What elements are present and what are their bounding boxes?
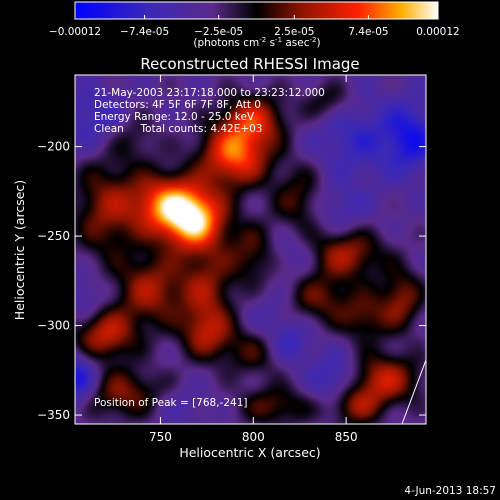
colorbar-tick-label: −7.4e-05 [120,26,169,38]
y-tick-label: −350 [37,408,70,422]
colorbar-tick-label: 7.4e-05 [348,26,388,38]
y-tick-label: −300 [37,319,70,333]
chart-title: Reconstructed RHESSI Image [140,55,359,73]
x-axis-label: Heliocentric X (arcsec) [179,445,320,460]
colorbar [74,1,439,20]
y-tick-label: −250 [37,229,70,243]
x-tick-label: 750 [149,430,172,444]
y-axis-ticks: −200 −250 −300 −350 [37,140,426,422]
annotation-detectors: Detectors: 4F 5F 6F 7F 8F, Att 0 [94,99,261,111]
x-tick-label: 800 [242,430,265,444]
annotation-block: 21-May-2003 23:17:18.000 to 23:23:12.000… [94,87,325,135]
heatmap-image [75,75,426,424]
plot-frame [74,74,427,425]
y-axis-label: Heliocentric Y (arcsec) [12,180,27,320]
colorbar-ticks: −0.00012 −7.4e-05 −2.5e-05 2.5e-05 7.4e-05 0.… [49,15,460,38]
colorbar-tick-label: −2.5e-05 [194,26,243,38]
peak-position-label: Position of Peak = [768,-241] [94,397,248,409]
x-axis-ticks: 750 800 850 [149,75,358,444]
colorbar-tick-label: 0.00012 [416,26,459,38]
y-tick-label: −200 [37,140,70,154]
footer-date: 4-Jun-2013 18:57 [404,485,496,497]
x-tick-label: 850 [335,430,358,444]
colorbar-unit-label: (photons cm-2 s-1 asec-2) [193,36,320,49]
annotation-energy-range: Energy Range: 12.0 - 25.0 keV [94,111,255,123]
colorbar-tick-label: 2.5e-05 [274,26,314,38]
limb-line [401,359,427,425]
annotation-time-range: 21-May-2003 23:17:18.000 to 23:23:12.000 [94,87,325,99]
annotation-total-counts: Clean Total counts: 4.42E+03 [94,123,263,135]
colorbar-tick-label: −0.00012 [49,26,101,38]
